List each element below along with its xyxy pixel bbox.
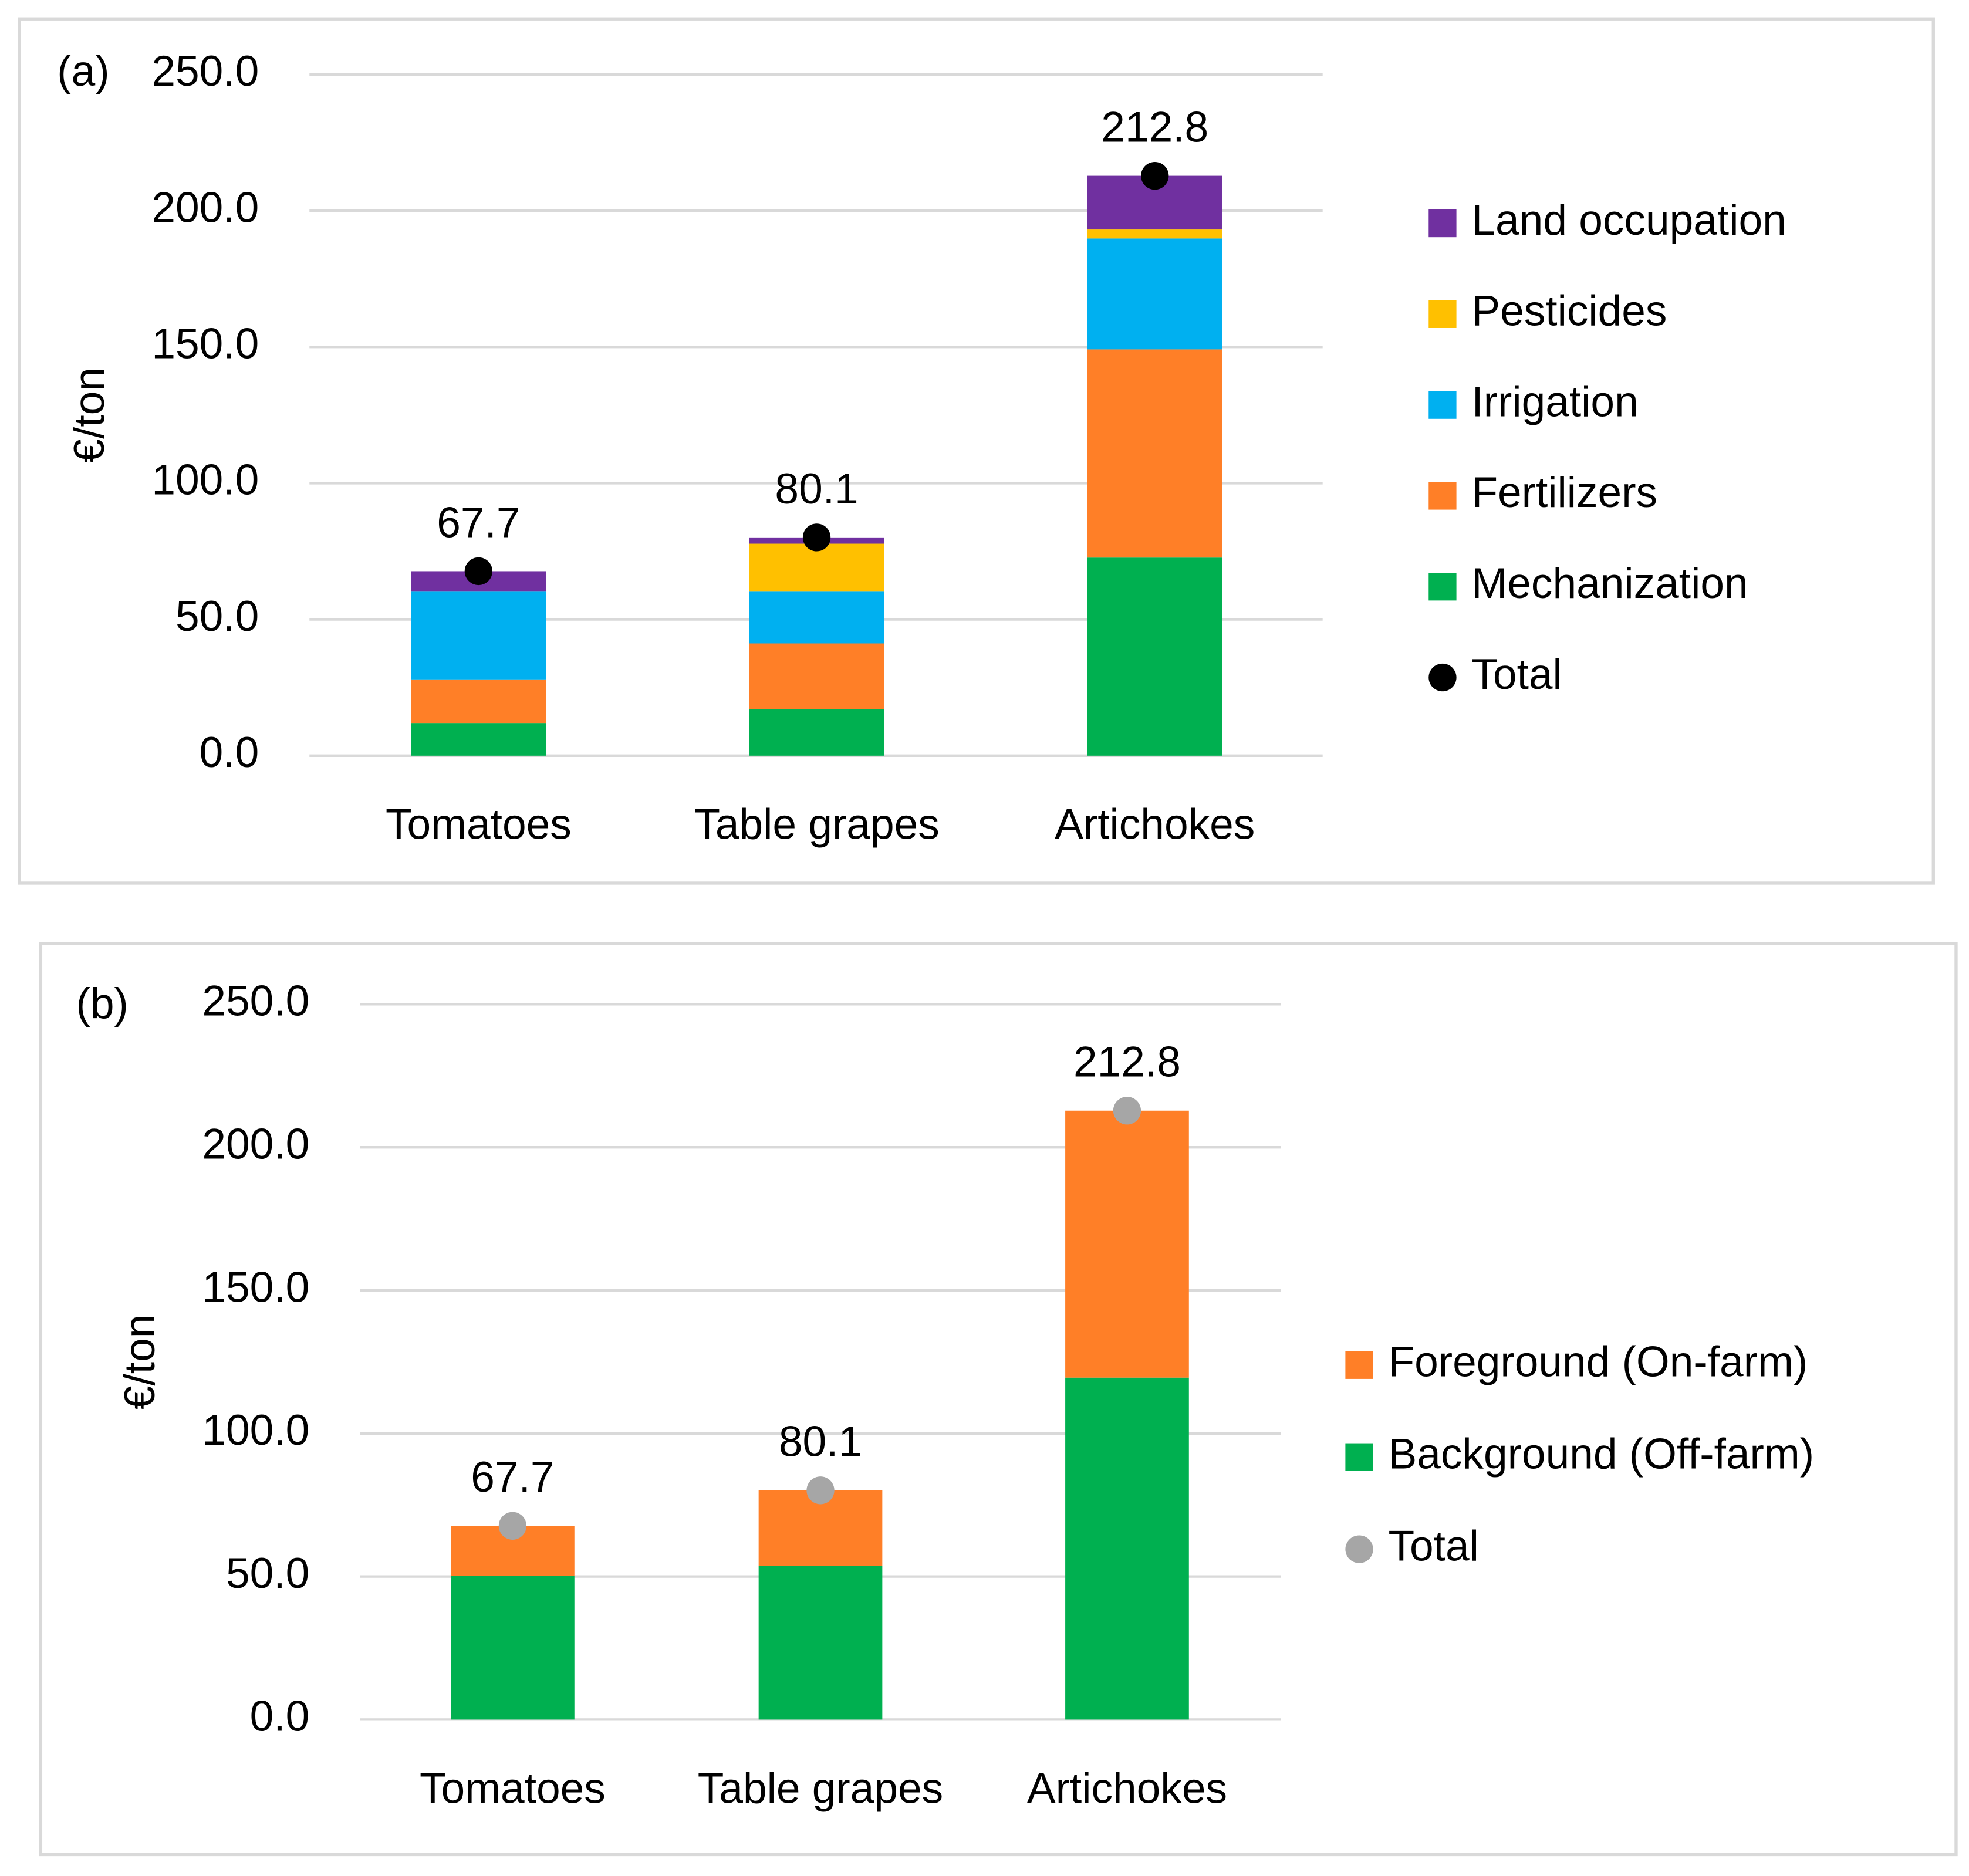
x-tick-label: Tomatoes bbox=[420, 1765, 606, 1812]
y-tick-label: 0.0 bbox=[250, 1693, 310, 1740]
y-tick-label: 100.0 bbox=[151, 457, 259, 504]
y-tick-label: 200.0 bbox=[151, 184, 259, 231]
y-tick-label: 250.0 bbox=[202, 978, 309, 1025]
bar-segment bbox=[1087, 229, 1222, 239]
bar-segment bbox=[1065, 1110, 1189, 1378]
bar-segment bbox=[749, 591, 884, 644]
x-tick-label: Artichokes bbox=[1027, 1765, 1227, 1812]
bar-segment bbox=[1087, 557, 1222, 756]
panel-frame bbox=[39, 942, 1958, 1857]
legend-marker bbox=[1428, 663, 1457, 692]
legend-swatch bbox=[1428, 391, 1457, 419]
y-tick-label: 100.0 bbox=[202, 1407, 309, 1454]
panel-frame bbox=[18, 17, 1935, 885]
x-tick-label: Tomatoes bbox=[386, 801, 572, 849]
legend-swatch bbox=[1428, 209, 1457, 238]
bar-segment bbox=[749, 643, 884, 709]
total-label: 80.1 bbox=[779, 1418, 862, 1466]
panel-label: (a) bbox=[57, 48, 109, 95]
total-label: 212.8 bbox=[1073, 1039, 1181, 1086]
y-tick-label: 200.0 bbox=[202, 1120, 309, 1168]
bar-segment bbox=[749, 709, 884, 756]
total-marker bbox=[802, 523, 831, 552]
y-tick-label: 50.0 bbox=[175, 593, 259, 640]
y-axis-label: €/ton bbox=[116, 1314, 164, 1410]
x-tick-label: Table grapes bbox=[694, 801, 939, 849]
total-label: 67.7 bbox=[471, 1454, 554, 1501]
legend-swatch bbox=[1428, 482, 1457, 510]
legend-label: Land occupation bbox=[1471, 197, 1786, 244]
y-axis-label: €/ton bbox=[66, 367, 113, 463]
bar-segment bbox=[451, 1576, 575, 1720]
bar-segment bbox=[1087, 238, 1222, 350]
y-tick-label: 250.0 bbox=[151, 48, 259, 95]
total-marker bbox=[464, 557, 493, 586]
total-label: 212.8 bbox=[1101, 104, 1208, 151]
y-tick-label: 50.0 bbox=[226, 1550, 309, 1597]
legend-label: Total bbox=[1471, 651, 1562, 698]
legend-swatch bbox=[1428, 573, 1457, 601]
legend-label: Foreground (On-farm) bbox=[1388, 1338, 1808, 1386]
bar-segment bbox=[749, 543, 884, 592]
total-marker bbox=[806, 1476, 835, 1505]
bar-segment bbox=[1087, 349, 1222, 558]
legend-marker bbox=[1345, 1535, 1373, 1563]
bar-segment bbox=[411, 723, 546, 756]
bar-segment bbox=[758, 1566, 883, 1720]
bar-segment bbox=[411, 591, 546, 680]
legend-swatch bbox=[1428, 300, 1457, 328]
legend-label: Pesticides bbox=[1471, 288, 1667, 335]
y-tick-label: 150.0 bbox=[202, 1263, 309, 1311]
y-tick-label: 150.0 bbox=[151, 320, 259, 368]
legend-label: Background (Off-farm) bbox=[1388, 1431, 1814, 1478]
legend-label: Fertilizers bbox=[1471, 469, 1657, 516]
legend-label: Mechanization bbox=[1471, 560, 1748, 607]
legend-label: Total bbox=[1388, 1522, 1478, 1570]
total-label: 67.7 bbox=[437, 499, 520, 546]
total-label: 80.1 bbox=[775, 465, 858, 513]
x-tick-label: Artichokes bbox=[1055, 801, 1255, 849]
bar-segment bbox=[411, 679, 546, 724]
legend-swatch bbox=[1345, 1443, 1373, 1471]
panel-label: (b) bbox=[76, 980, 129, 1027]
bar-segment bbox=[1065, 1377, 1189, 1720]
legend-label: Irrigation bbox=[1471, 378, 1638, 425]
total-marker bbox=[498, 1512, 527, 1540]
total-marker bbox=[1113, 1097, 1141, 1125]
y-tick-label: 0.0 bbox=[200, 729, 259, 776]
x-tick-label: Table grapes bbox=[698, 1765, 943, 1812]
total-marker bbox=[1141, 161, 1169, 190]
legend-swatch bbox=[1345, 1351, 1373, 1379]
